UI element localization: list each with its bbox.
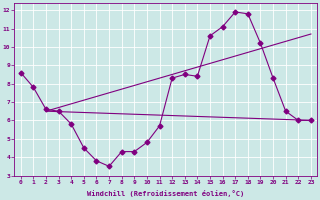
X-axis label: Windchill (Refroidissement éolien,°C): Windchill (Refroidissement éolien,°C) — [87, 190, 244, 197]
